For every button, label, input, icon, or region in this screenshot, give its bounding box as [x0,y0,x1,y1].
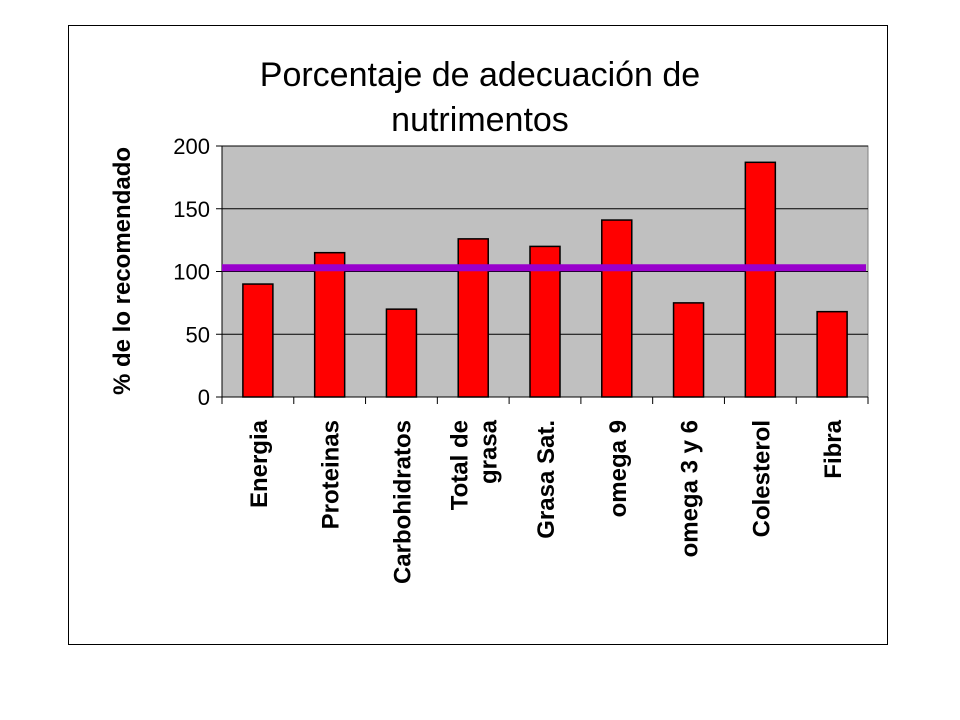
y-tick-label: 50 [186,322,210,347]
bar [816,310,848,398]
x-tick-label: grasa [476,419,503,484]
x-tick-label: Total de [447,420,474,510]
x-tick-label: Energia [246,419,273,508]
y-tick-label: 200 [173,134,210,159]
x-tick-label: Fibra [820,419,847,478]
chart-title: nutrimentos [391,101,569,139]
bar [529,245,561,398]
x-tick-label: omega 3 y 6 [677,420,704,557]
bar [242,283,274,398]
x-tick-label: omega 9 [605,420,632,517]
bar [744,161,777,398]
bar [385,308,418,398]
bar [601,219,633,398]
bar [457,238,489,398]
bar [672,302,705,398]
x-tick-label: Colesterol [748,420,775,537]
y-tick-label: 100 [173,260,210,285]
chart-title: Porcentaje de adecuación de [260,56,700,94]
x-tick-label: Proteinas [318,420,345,529]
bar [313,251,346,398]
y-tick-label: 0 [198,385,210,410]
y-tick-label: 150 [173,197,210,222]
x-tick-label: Carbohidratos [389,420,416,584]
x-tick-label: Grasa Sat. [533,420,560,539]
y-axis-label: % de lo recomendado [109,147,136,395]
